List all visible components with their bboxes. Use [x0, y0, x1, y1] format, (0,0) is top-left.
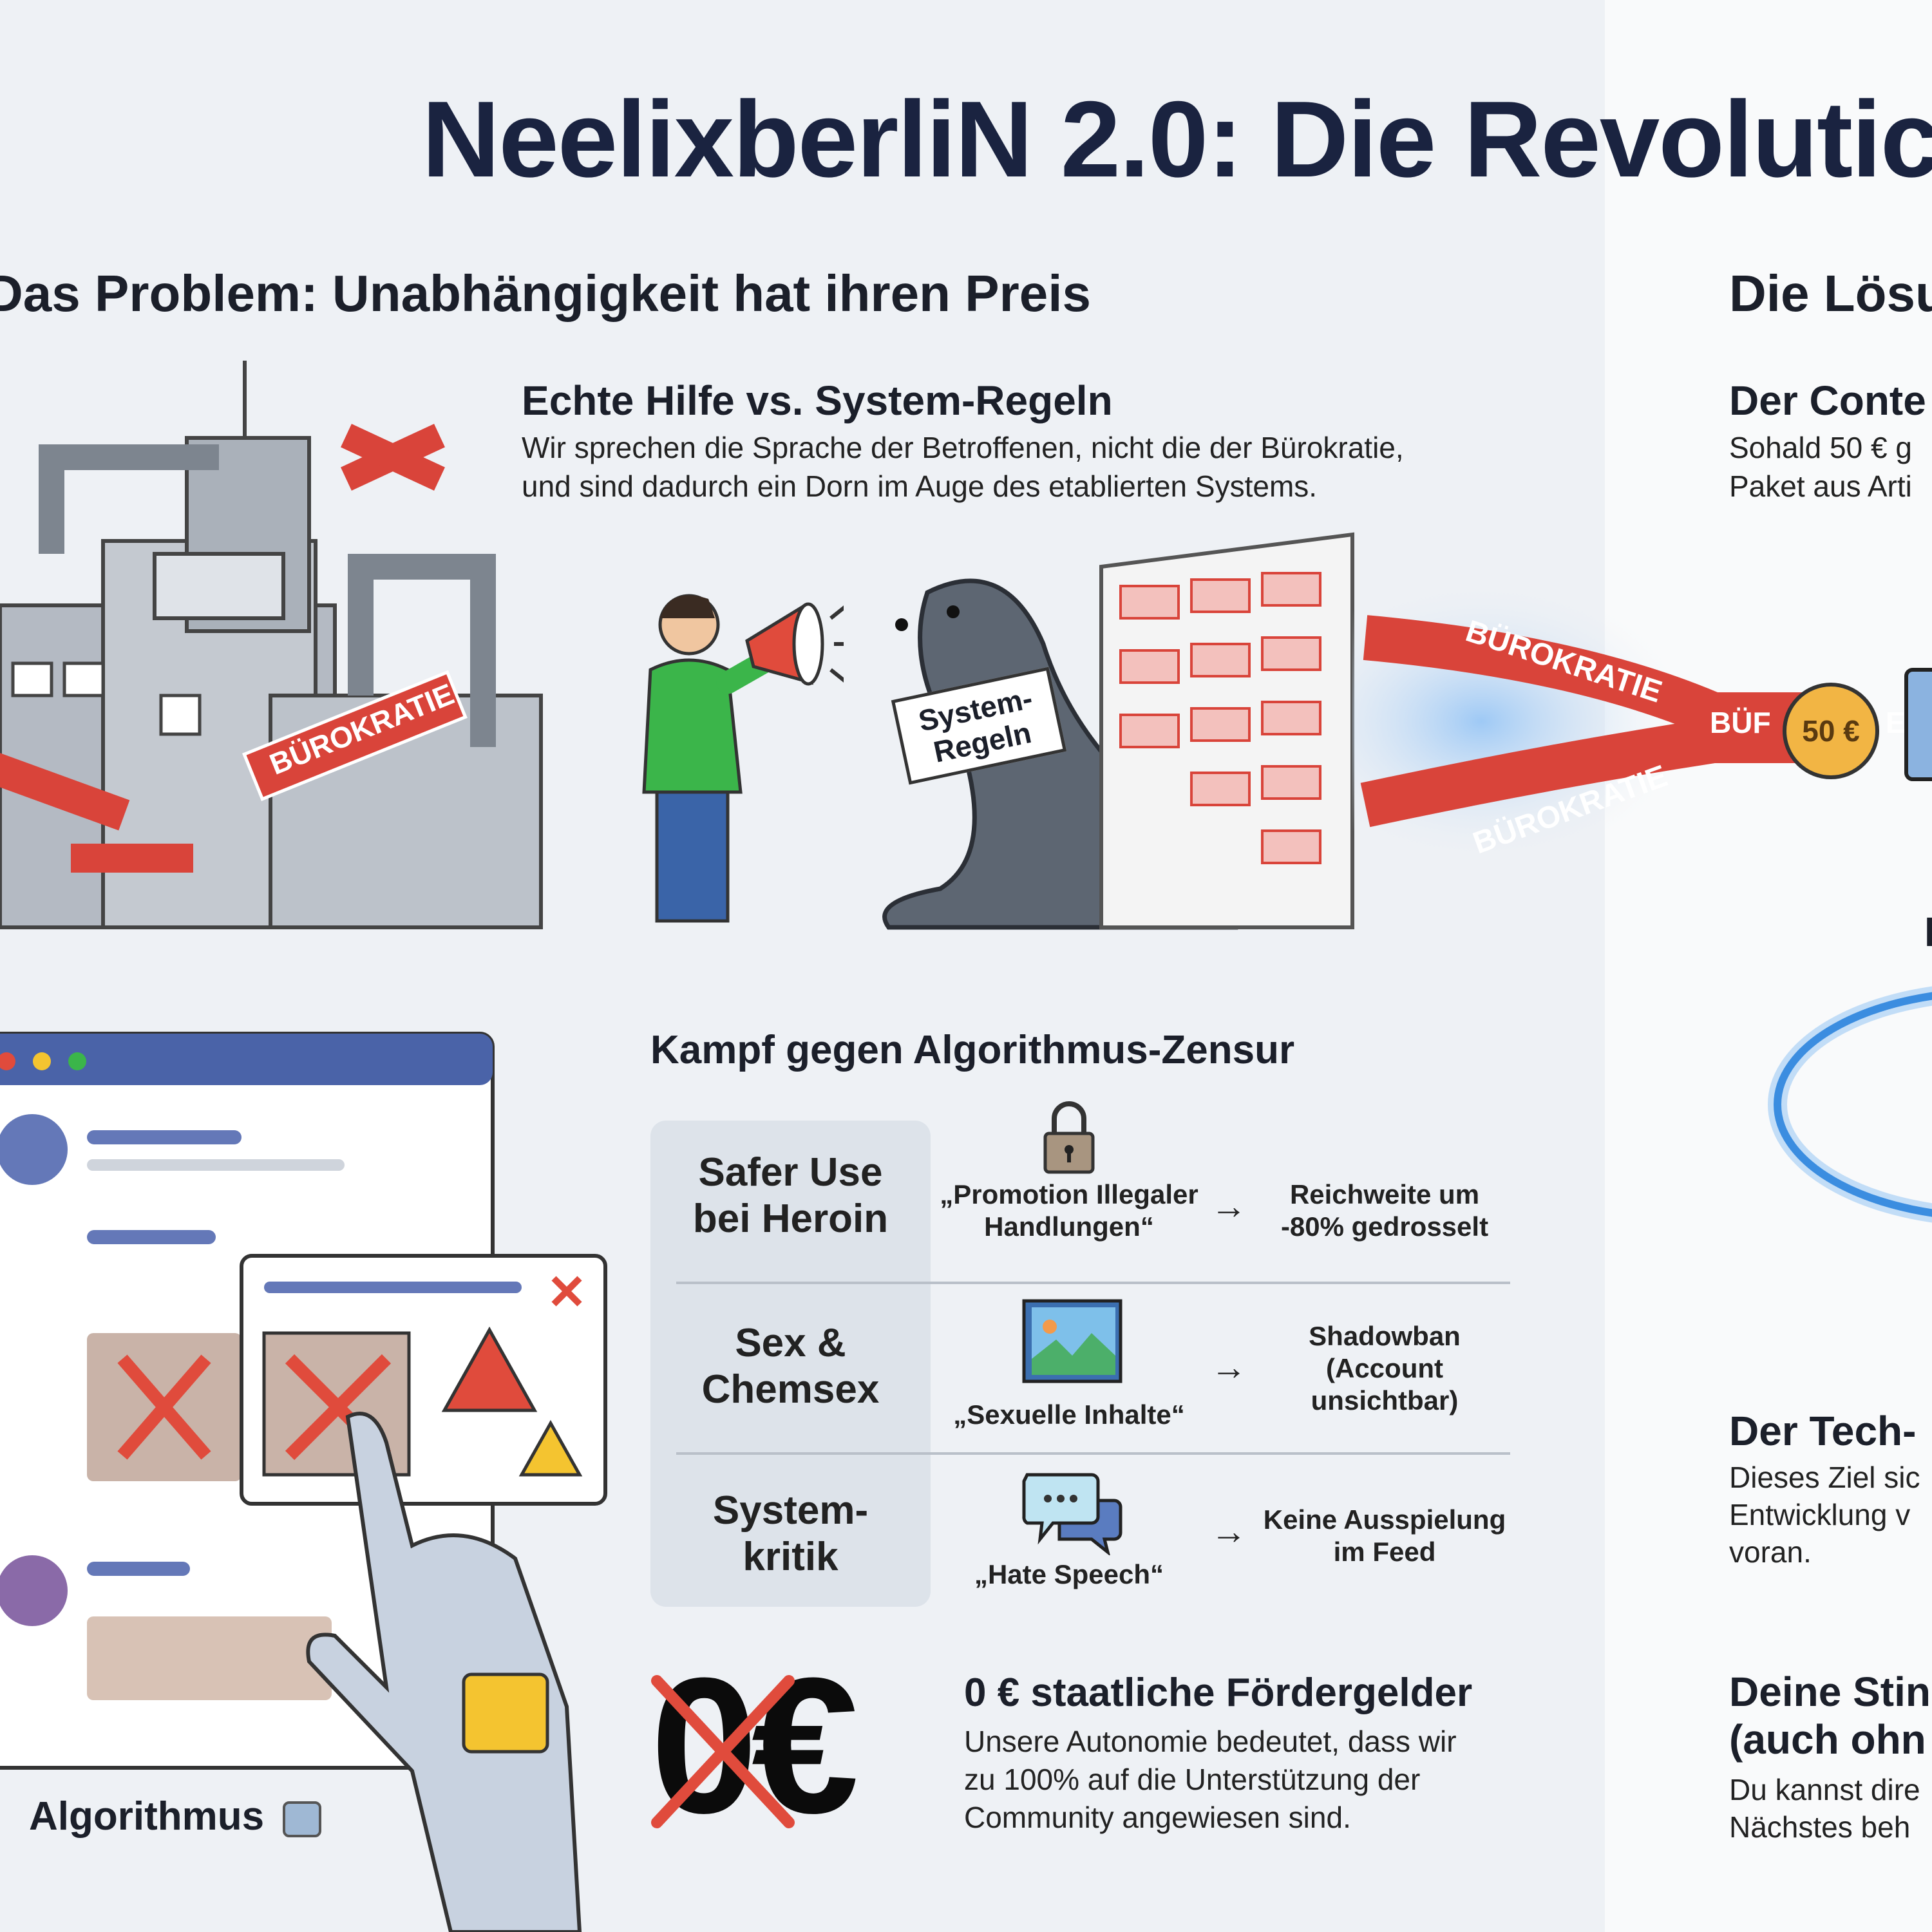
text-line: Du kannst dire: [1729, 1773, 1920, 1806]
text-line: Community angewiesen sind.: [964, 1801, 1351, 1834]
text-line: Unsere Autonomie bedeutet, dass wir: [964, 1725, 1457, 1758]
effect-no-feed: Keine Ausspielung im Feed: [1263, 1504, 1506, 1567]
text-line: Sohald 50 € g: [1729, 431, 1912, 464]
tech-title: Der Tech-: [1729, 1408, 1917, 1454]
censorship-title: Kampf gegen Algorithmus-Zensur: [650, 1028, 1295, 1072]
text-line: und sind dadurch ein Dorn im Auge des et…: [522, 469, 1318, 503]
section-text-help: Wir sprechen die Sprache der Betroffenen…: [522, 428, 1404, 506]
problem-heading: Das Problem: Unabhängigkeit hat ihren Pr…: [0, 265, 1091, 322]
glowing-ring: [1768, 986, 1932, 1223]
funding-title: 0 € staatliche Fördergelder: [964, 1671, 1473, 1715]
flagged-popup: [240, 1254, 607, 1506]
lock-icon: [1043, 1101, 1095, 1174]
reason-sexual-content: „Sexuelle Inhalte“: [953, 1399, 1185, 1430]
robot-hand: [306, 1412, 582, 1932]
effect-shadowban: Shadowban (Account unsichtbar): [1309, 1321, 1461, 1416]
reason-promotion: „Promotion Illegaler Handlungen“: [940, 1179, 1198, 1242]
social-feed-mockup: [0, 1032, 607, 1932]
robot-icon: [283, 1801, 322, 1837]
bureaucracy-ribbons: [1352, 580, 1932, 863]
partial-heading: I: [1924, 909, 1932, 955]
section-title-help: Echte Hilfe vs. System-Regeln: [522, 377, 1113, 424]
row-divider: [676, 1282, 1510, 1284]
rules-wall-illustration: [1099, 532, 1354, 929]
ribbon-label-mid-right: E: [1886, 706, 1906, 739]
text-line: voran.: [1729, 1535, 1812, 1569]
row-divider: [676, 1452, 1510, 1455]
text-line: Wir sprechen die Sprache der Betroffenen…: [522, 431, 1404, 464]
person-megaphone-illustration: [642, 594, 844, 923]
zero-euro-graphic: 0€: [650, 1637, 859, 1853]
voice-title: Deine Stin (auch ohn: [1729, 1668, 1931, 1763]
topic-safer-use: Safer Use bei Heroin: [692, 1150, 889, 1241]
red-tape-cross: [341, 424, 445, 491]
arrow-right-icon: →: [1211, 1511, 1247, 1551]
chat-bubbles-icon: [1022, 1473, 1122, 1555]
cross-out-icon: [651, 1675, 795, 1828]
solution-panel: [1605, 0, 1932, 1932]
content-title: Der Conte: [1729, 377, 1926, 424]
text-line: Nächstes beh: [1729, 1810, 1911, 1844]
text-line: zu 100% auf die Unterstützung der: [964, 1763, 1421, 1796]
ribbon-label-mid-left: BÜF: [1710, 706, 1771, 739]
arrow-right-icon: →: [1211, 1347, 1247, 1387]
reason-hate-speech: „Hate Speech“: [974, 1559, 1164, 1589]
topic-system-critique: System-kritik: [712, 1488, 869, 1579]
algorithm-label: Algorithmus: [29, 1794, 322, 1839]
page-title: NeelixberliN 2.0: Die Revolutic: [422, 79, 1932, 200]
text-line: Paket aus Arti: [1729, 469, 1912, 503]
image-icon: [1022, 1299, 1122, 1383]
topic-column: [650, 1121, 931, 1607]
voice-text: Du kannst dire Nächstes beh: [1729, 1771, 1920, 1846]
text-line: Dieses Ziel sic: [1729, 1461, 1920, 1494]
title-line: Deine Stin: [1729, 1669, 1931, 1715]
funding-text: Unsere Autonomie bedeutet, dass wir zu 1…: [964, 1723, 1457, 1837]
solution-heading: Die Lösu: [1729, 265, 1932, 322]
algorithm-label-text: Algorithmus: [29, 1794, 265, 1839]
title-line: (auch ohn: [1729, 1716, 1926, 1763]
text-line: Entwicklung v: [1729, 1498, 1911, 1531]
coin-50-euro: 50 €: [1783, 683, 1879, 779]
megaphone-icon: [745, 602, 824, 686]
content-text: Sohald 50 € g Paket aus Arti: [1729, 428, 1912, 506]
arrow-right-icon: →: [1211, 1186, 1247, 1226]
tech-text: Dieses Ziel sic Entwicklung v voran.: [1729, 1459, 1920, 1571]
factory-illustration: [0, 361, 543, 929]
topic-sex-chemsex: Sex & Chemsex: [701, 1321, 880, 1412]
effect-reach-throttled: Reichweite um -80% gedrosselt: [1280, 1179, 1489, 1242]
